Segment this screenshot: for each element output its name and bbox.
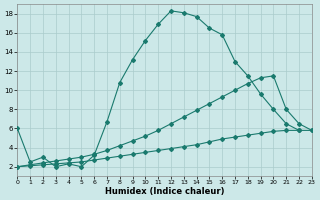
X-axis label: Humidex (Indice chaleur): Humidex (Indice chaleur) <box>105 187 224 196</box>
